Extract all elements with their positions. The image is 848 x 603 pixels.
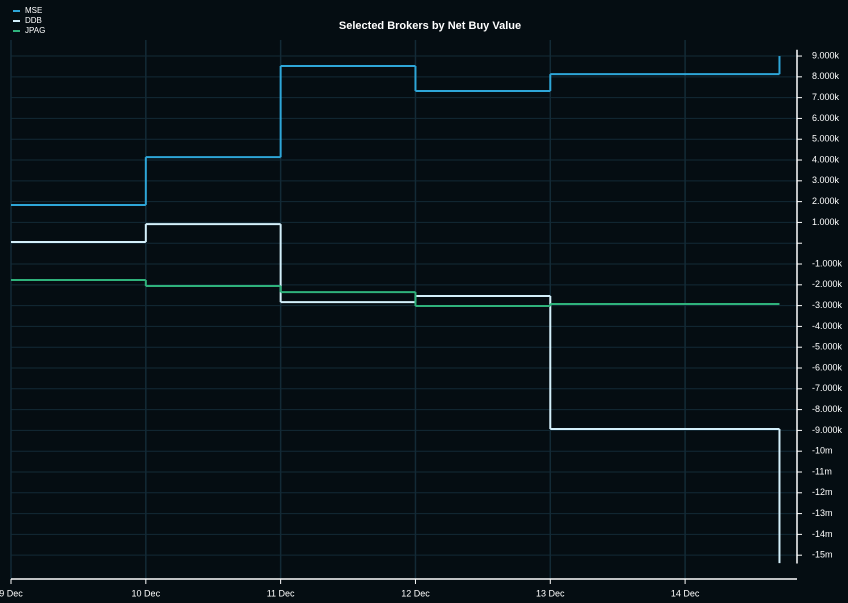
chart-title: Selected Brokers by Net Buy Value (339, 20, 521, 32)
y-tick-label: 6.000k (812, 113, 840, 123)
y-tick-label: 8.000k (812, 71, 840, 81)
y-tick-label: -10m (812, 446, 833, 456)
y-tick-label: -14m (812, 529, 833, 539)
y-tick-label: -1.000k (812, 258, 843, 268)
y-tick-label: -15m (812, 550, 833, 560)
y-tick-label: 7.000k (812, 92, 840, 102)
x-tick-label: 11 Dec (267, 588, 295, 598)
x-tick-label: 10 Dec (132, 588, 161, 598)
y-tick-label: -9.000k (812, 425, 843, 435)
y-tick-label: -13m (812, 508, 833, 518)
y-tick-label: 9.000k (812, 50, 840, 60)
legend-label: MSE (25, 6, 42, 15)
y-tick-label: 4.000k (812, 154, 840, 164)
y-tick-label: 1.000k (812, 217, 840, 227)
y-tick-label: -3.000k (812, 300, 843, 310)
y-tick-label: -2.000k (812, 279, 843, 289)
y-tick-label: 2.000k (812, 196, 840, 206)
x-tick-label: 13 Dec (536, 588, 565, 598)
y-tick-label: -8.000k (812, 404, 843, 414)
legend-label: DDB (25, 16, 42, 25)
y-tick-label: -7.000k (812, 383, 843, 393)
y-tick-label: -5.000k (812, 342, 843, 352)
y-tick-label: 5.000k (812, 134, 840, 144)
x-tick-label: 14 Dec (671, 588, 700, 598)
x-tick-label: 9 Dec (0, 588, 23, 598)
y-tick-label: -11m (812, 466, 832, 476)
y-tick-label: -6.000k (812, 362, 843, 372)
x-tick-label: 12 Dec (401, 588, 430, 598)
y-tick-label: -4.000k (812, 321, 843, 331)
y-tick-label: -12m (812, 487, 833, 497)
y-tick-label: 3.000k (812, 175, 840, 185)
legend-label: JPAG (25, 26, 45, 35)
